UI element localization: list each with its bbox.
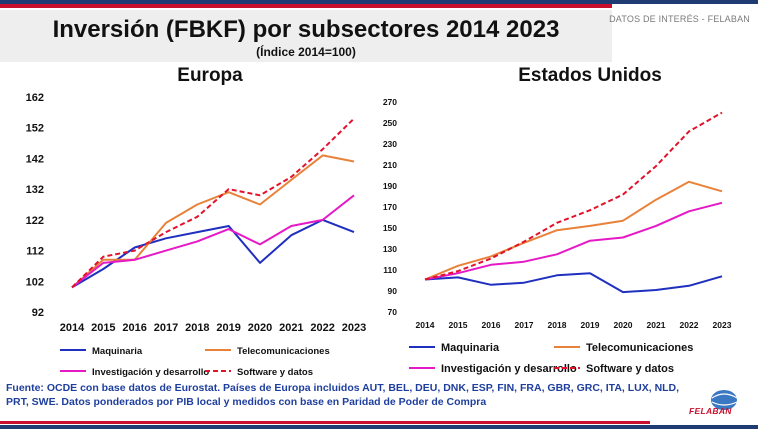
y-tick-label: 210 — [383, 160, 397, 170]
felaban-logo: FELABAN — [689, 406, 732, 416]
series-line-maquinaria — [424, 272, 723, 294]
x-tick-label: 2020 — [614, 320, 633, 330]
x-tick-label: 2019 — [216, 322, 240, 334]
y-tick-label: 92 — [32, 307, 44, 319]
legend-label-investigacion: Investigación y desarrollo — [441, 363, 577, 375]
y-tick-label: 102 — [26, 276, 44, 288]
x-tick-label: 2021 — [647, 320, 666, 330]
chart-estados-unidos: 70 90 110 130 150 170 190 210 230 250 270 2014 2015 2… — [383, 97, 732, 375]
series-line-investigacion — [71, 194, 355, 289]
x-tick-label: 2022 — [310, 322, 334, 334]
header-tagline: DATOS DE INTERÉS - FELABAN — [609, 14, 750, 24]
title-banner — [0, 10, 612, 62]
x-tick-label: 2022 — [680, 320, 699, 330]
x-tick-label: 2021 — [279, 322, 303, 334]
bottom-stripe — [0, 421, 758, 429]
y-tick-label: 110 — [383, 265, 397, 275]
bottom-stripe-red — [0, 421, 650, 424]
y-tick-label: 150 — [383, 223, 397, 233]
x-tick-label: 2015 — [91, 322, 115, 334]
y-tick-label: 132 — [26, 184, 44, 196]
x-tick-label: 2019 — [581, 320, 600, 330]
series-line-software — [71, 117, 355, 289]
x-tick-label: 2017 — [515, 320, 534, 330]
page-title: Inversión (FBKF) por subsectores 2014 20… — [52, 16, 560, 43]
x-tick-label: 2023 — [342, 322, 366, 334]
y-tick-label: 112 — [26, 246, 44, 258]
legend-label-maquinaria: Maquinaria — [92, 346, 143, 357]
x-tick-label: 2018 — [185, 322, 209, 334]
series-line-telecom — [424, 180, 723, 281]
x-tick-label: 2018 — [548, 320, 567, 330]
series-line-investigacion — [424, 201, 723, 281]
series-line-maquinaria — [71, 218, 355, 289]
series-line-software — [424, 111, 723, 281]
felaban-globe-icon — [711, 390, 738, 410]
chart-title-europa: Europa — [177, 65, 243, 86]
legend-label-software: Software y datos — [586, 363, 674, 375]
x-tick-label: 2015 — [449, 320, 468, 330]
y-tick-label: 190 — [383, 181, 397, 191]
chart-europa: 92 102 112 122 132 142 152 162 2014 2015 2016 2017 2… — [26, 92, 367, 378]
x-tick-label: 2016 — [122, 322, 146, 334]
y-tick-label: 270 — [383, 97, 397, 107]
y-tick-label: 162 — [26, 92, 44, 104]
top-stripe — [0, 0, 758, 10]
y-tick-label: 170 — [383, 202, 397, 212]
x-tick-label: 2017 — [154, 322, 178, 334]
y-tick-label: 152 — [26, 123, 44, 135]
legend-label-telecom: Telecomunicaciones — [586, 342, 693, 354]
x-tick-label: 2014 — [416, 320, 435, 330]
legend-label-telecom: Telecomunicaciones — [237, 346, 330, 357]
y-tick-label: 230 — [383, 139, 397, 149]
y-tick-label: 70 — [388, 307, 398, 317]
x-tick-label: 2023 — [713, 320, 732, 330]
y-tick-label: 122 — [26, 215, 44, 227]
chart-title-eeuu: Estados Unidos — [518, 65, 662, 86]
y-tick-label: 130 — [383, 244, 397, 254]
top-stripe-navy — [0, 0, 758, 4]
x-tick-label: 2016 — [482, 320, 501, 330]
y-tick-label: 142 — [26, 153, 44, 165]
y-tick-label: 90 — [388, 286, 398, 296]
bottom-stripe-navy — [0, 425, 758, 429]
page-subtitle: (Índice 2014=100) — [256, 45, 356, 59]
y-tick-label: 250 — [383, 118, 397, 128]
series-line-telecom — [71, 154, 355, 289]
legend-label-maquinaria: Maquinaria — [441, 342, 500, 354]
x-tick-label: 2014 — [60, 322, 85, 334]
source-note: Fuente: OCDE con base datos de Eurostat.… — [6, 382, 680, 408]
top-stripe-red — [0, 4, 612, 8]
legend-label-software: Software y datos — [237, 367, 313, 378]
legend-label-investigacion: Investigación y desarrollo — [92, 367, 209, 378]
x-tick-label: 2020 — [248, 322, 272, 334]
